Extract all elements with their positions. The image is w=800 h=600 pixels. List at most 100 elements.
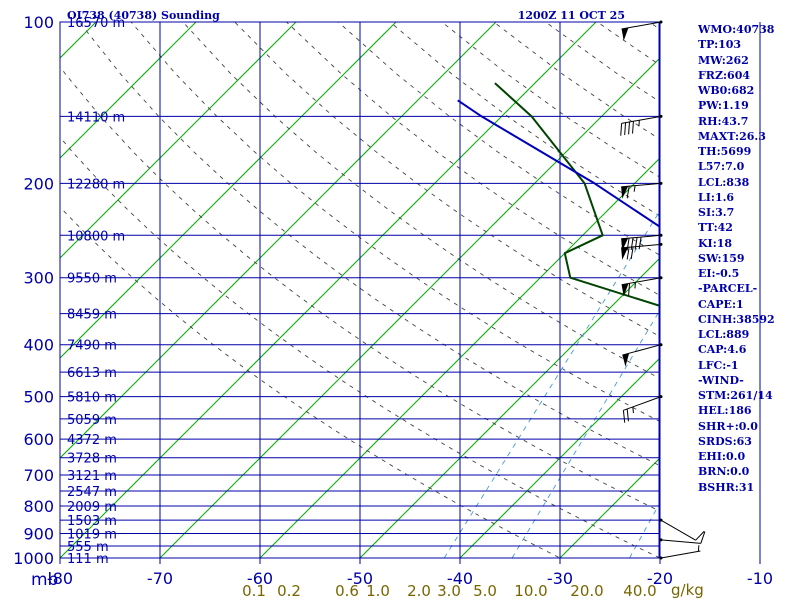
sounding-index: BSHR:31: [698, 480, 755, 494]
sounding-index: SRDS:63: [698, 434, 752, 448]
wind-barb-pennant: [622, 353, 630, 367]
dry-adiabat-line: [130, 22, 659, 422]
wind-barb-flag: [626, 408, 629, 422]
sounding-index: TT:42: [698, 221, 733, 235]
mixing-ratio-label: 0.6: [335, 582, 359, 600]
wind-barb-shaft: [621, 115, 662, 124]
mixing-ratio-label: 40.0: [623, 582, 656, 600]
temperature-tick-label: -20: [647, 569, 673, 588]
height-label: 4372 m: [67, 433, 117, 448]
mixing-ratio-label: 0.2: [277, 582, 301, 600]
height-label: 555 m: [67, 540, 109, 555]
wind-barb-half-flag: [632, 406, 634, 414]
height-label: 3728 m: [67, 452, 117, 467]
sounding-index: PW:1.19: [698, 99, 749, 113]
wind-barb: [621, 242, 663, 260]
height-label: 111 m: [67, 552, 109, 567]
wind-barb-flag: [632, 121, 634, 134]
observation-time: 1200Z 11 OCT 25: [518, 9, 625, 22]
pressure-temperature-grid: [59, 21, 761, 564]
isotherm-line: [60, 22, 297, 259]
sounding-index: -WIND-: [698, 373, 744, 387]
height-label: 1019 m: [67, 527, 117, 542]
sounding-index: STM:261/14: [698, 389, 773, 402]
height-label: 7490 m: [67, 339, 117, 354]
pressure-tick-label: 600: [23, 430, 54, 449]
mixing-ratio-label: 1.0: [366, 582, 390, 600]
isotherm-line: [60, 22, 497, 459]
wind-barb-shaft: [660, 519, 696, 541]
height-label: 14110 m: [67, 110, 125, 125]
wind-barb-flag: [628, 283, 630, 296]
mixing-ratio-lines: [443, 211, 659, 558]
pressure-tick-label: 900: [23, 524, 54, 543]
sounding-index: HEL:186: [698, 404, 752, 418]
wind-barbs: [620, 20, 706, 560]
sounding-index: WMO:40738: [698, 23, 775, 36]
mixing-ratio-line: [511, 310, 659, 558]
wind-barb-flag: [620, 123, 623, 136]
wind-barb-flag: [634, 237, 638, 250]
height-label: 2009 m: [67, 500, 117, 515]
wind-barb-flag: [626, 186, 630, 199]
wind-barb-flag: [695, 530, 705, 541]
wind-barb-pennant: [621, 247, 629, 260]
mixing-ratio-unit-label: g/kg: [671, 581, 704, 599]
wind-barb-flag: [622, 410, 626, 423]
wind-barb: [659, 531, 706, 544]
isotherm-line: [559, 458, 659, 558]
isotherm-line: [60, 22, 197, 159]
wind-barb-pennant: [621, 186, 629, 199]
sounding-index: EHI:0.0: [698, 450, 746, 463]
mixing-ratio-labels: 0.1 0.2 0.6 1.0 2.0 3.0 5.0 10.0 20.0 40.0: [242, 582, 657, 600]
sounding-index: LCL:889: [698, 328, 750, 341]
sounding-index: CAPE:1: [698, 297, 744, 311]
wind-barb: [659, 518, 705, 541]
wind-barb: [659, 545, 701, 560]
wind-barb-flag: [700, 531, 706, 544]
height-labels: 16570 m 14110 m 12280 m 10800 m 9550 m 8459 m…: [67, 16, 125, 567]
sounding-index: -PARCEL-: [698, 282, 758, 296]
wind-barb-shaft: [621, 277, 662, 286]
sounding-profiles: [457, 82, 659, 307]
pressure-tick-label: 700: [23, 466, 54, 485]
temperature-tick-label: -10: [747, 569, 773, 588]
wind-barb: [622, 395, 663, 423]
wind-barb-flag: [630, 237, 634, 251]
mixing-ratio-label: 3.0: [437, 582, 461, 600]
wind-barb-half-flag: [633, 185, 636, 192]
mixing-ratio-label: 0.1: [242, 582, 266, 600]
sounding-index: LCL:838: [698, 175, 750, 189]
temperature-tick-label: -80: [47, 569, 73, 588]
isotherm-line: [359, 258, 659, 558]
isotherm-line: [60, 22, 597, 558]
sounding-index: MW:262: [698, 53, 749, 67]
height-label: 8459 m: [67, 308, 117, 323]
sounding-index: SI:3.7: [698, 206, 735, 219]
wind-barb-pennant: [621, 27, 629, 41]
pressure-unit-label: mb: [31, 570, 58, 590]
height-label: 12280 m: [67, 177, 125, 192]
temperature-tick-label: -60: [247, 569, 273, 588]
wind-barb-shaft: [660, 550, 701, 559]
pressure-tick-label: 800: [23, 497, 54, 516]
sounding-index: KI:18: [698, 236, 733, 250]
height-label: 1503 m: [67, 514, 117, 529]
pressure-tick-label: 1000: [13, 549, 54, 568]
dry-adiabat-line: [286, 22, 659, 296]
sounding-indices-panel: WMO:40738 TP:103 MW:262 FRZ:604 WB0:682 PW:1.…: [698, 22, 775, 495]
sounding-index: WB0:682: [698, 84, 755, 97]
sounding-index: SHR+:0.0: [698, 419, 758, 433]
dry-adiabat-lines: [60, 22, 659, 558]
wind-barb: [622, 343, 663, 367]
height-label: 9550 m: [67, 272, 117, 287]
mixing-ratio-label: 10.0: [514, 582, 547, 600]
wind-barb-shaft: [660, 539, 701, 544]
height-label: 3121 m: [67, 469, 117, 484]
height-label: 2547 m: [67, 485, 117, 500]
sounding-index: FRZ:604: [698, 68, 751, 82]
temperature-tick-label: -70: [147, 569, 173, 588]
temperature-axis-labels: -80-70-60-50-40-30-20-10010203040: [47, 569, 773, 588]
dry-adiabat-line: [60, 65, 659, 512]
